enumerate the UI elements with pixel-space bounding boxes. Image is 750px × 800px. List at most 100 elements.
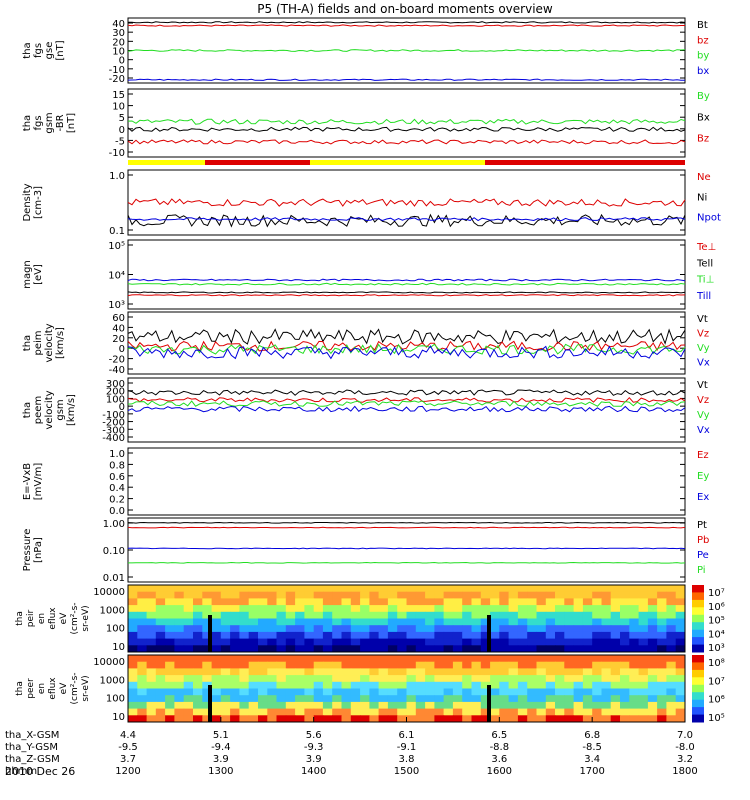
legend-label: Ex bbox=[697, 492, 709, 503]
y-tick-label: -10 bbox=[109, 65, 125, 76]
spectrogram-cell bbox=[545, 701, 556, 710]
spectrogram-cell bbox=[155, 605, 166, 613]
spectrogram-cell bbox=[425, 638, 435, 646]
spectrogram-cell bbox=[638, 645, 649, 653]
spectrogram-cell bbox=[369, 645, 380, 653]
spectrogram-cell bbox=[137, 638, 148, 646]
y-tick-label: -20 bbox=[109, 74, 125, 85]
spectrogram-cell bbox=[508, 618, 519, 626]
spectrogram-cell bbox=[480, 695, 491, 703]
spectrogram-cell bbox=[462, 598, 472, 606]
orbit-value: 1600 bbox=[487, 766, 512, 777]
spectrogram-cell bbox=[202, 675, 213, 683]
spectrogram-cell bbox=[267, 618, 278, 626]
y-axis-label: magn bbox=[22, 260, 33, 289]
spectrogram-cell bbox=[647, 655, 658, 663]
spectrogram-cell bbox=[360, 625, 370, 633]
spectrogram-cell bbox=[638, 618, 649, 626]
spectrogram-cell bbox=[239, 638, 250, 646]
spectrogram-cell bbox=[397, 645, 407, 653]
spectrogram-cell bbox=[592, 708, 602, 716]
spectrogram-cell bbox=[322, 708, 333, 716]
spectrogram-cell bbox=[202, 688, 213, 696]
y-axis-label: [nT] bbox=[55, 40, 66, 60]
spectrogram-cell bbox=[666, 668, 677, 676]
spectrogram-cell bbox=[276, 695, 287, 703]
spectrogram-cell bbox=[193, 618, 203, 626]
spectrogram-cell bbox=[220, 631, 231, 640]
spectrogram-cell bbox=[555, 655, 565, 663]
spectrogram-cell bbox=[341, 631, 352, 640]
spectrogram-cell bbox=[267, 625, 278, 633]
spectrogram-cell bbox=[564, 625, 575, 633]
spectrogram-cell bbox=[322, 605, 333, 613]
spectrogram-cell bbox=[406, 645, 417, 653]
spectrogram-cell bbox=[545, 638, 556, 646]
colorbar-label: 10⁴ bbox=[708, 629, 725, 640]
spectrogram-cell bbox=[471, 605, 482, 613]
spectrogram-cell bbox=[304, 688, 315, 696]
spectrogram-cell bbox=[202, 625, 213, 633]
spectrogram-cell bbox=[220, 638, 231, 646]
spectrogram-cell bbox=[517, 605, 528, 613]
spectrogram-cell bbox=[564, 675, 575, 683]
spectrogram-cell bbox=[620, 605, 630, 613]
spectrogram-cell bbox=[657, 611, 667, 619]
spectrogram-cell bbox=[675, 695, 686, 703]
spectrogram-cell bbox=[434, 668, 445, 676]
y-axis-label: (cm²-s- bbox=[70, 672, 80, 704]
spectrogram-cell bbox=[146, 598, 157, 606]
spectrogram-cell bbox=[425, 695, 435, 703]
spectrogram-cell bbox=[490, 598, 500, 606]
spectrogram-cell bbox=[313, 668, 324, 676]
spectrogram-cell bbox=[276, 631, 287, 640]
spectrogram-cell bbox=[387, 618, 398, 626]
spectrogram-cell bbox=[434, 695, 445, 703]
colorbar-label: 10⁷ bbox=[708, 588, 725, 599]
spectrogram-cell bbox=[499, 675, 510, 683]
series-line bbox=[127, 294, 686, 297]
spectrogram-cell bbox=[582, 638, 593, 646]
spectrogram-cell bbox=[499, 605, 510, 613]
spectrogram-cell bbox=[480, 618, 491, 626]
spectrogram-cell bbox=[555, 701, 565, 710]
spectrogram-cell bbox=[517, 625, 528, 633]
spectrogram-cell bbox=[592, 618, 602, 626]
spectrogram-cell bbox=[443, 681, 454, 689]
spectrogram-cell bbox=[193, 625, 203, 633]
spectrogram-cell bbox=[452, 618, 463, 626]
spectrogram-cell bbox=[601, 585, 612, 593]
spectrogram-cell bbox=[517, 661, 528, 669]
spectrogram-cell bbox=[360, 631, 370, 640]
spectrogram-cell bbox=[462, 655, 472, 663]
spectrogram-cell bbox=[592, 668, 602, 676]
spectrogram-cell bbox=[582, 611, 593, 619]
spectrogram-cell bbox=[128, 675, 138, 683]
colorbar-label: 10⁶ bbox=[708, 695, 725, 706]
spectrogram-cell bbox=[601, 625, 612, 633]
spectrogram-cell bbox=[397, 701, 407, 710]
spectrogram-cell bbox=[369, 681, 380, 689]
spectrogram-cell bbox=[601, 655, 612, 663]
legend-label: Pi bbox=[697, 565, 706, 576]
spectrogram-cell bbox=[276, 681, 287, 689]
spectrogram-cell bbox=[545, 708, 556, 716]
spectrogram-cell bbox=[629, 701, 640, 710]
spectrogram-cell bbox=[555, 638, 565, 646]
spectrogram-cell bbox=[647, 688, 658, 696]
spectrogram-cell bbox=[258, 598, 268, 606]
spectrogram-cell bbox=[573, 591, 584, 599]
spectrogram-cell bbox=[295, 611, 305, 619]
spectrogram-cell bbox=[230, 681, 240, 689]
spectrogram-cell bbox=[582, 708, 593, 716]
spectrogram-cell bbox=[545, 591, 556, 599]
spectrogram-cell bbox=[675, 681, 686, 689]
spectrogram-cell bbox=[202, 695, 213, 703]
y-axis-label: sr-eV) bbox=[81, 605, 91, 631]
spectrogram-cell bbox=[564, 668, 575, 676]
y-axis-label: tha bbox=[22, 115, 33, 131]
spectrogram-cell bbox=[545, 605, 556, 613]
y-tick-label: 5 bbox=[119, 113, 125, 124]
y-tick-label: -200 bbox=[102, 418, 125, 429]
y-axis-label: peem bbox=[33, 396, 44, 424]
